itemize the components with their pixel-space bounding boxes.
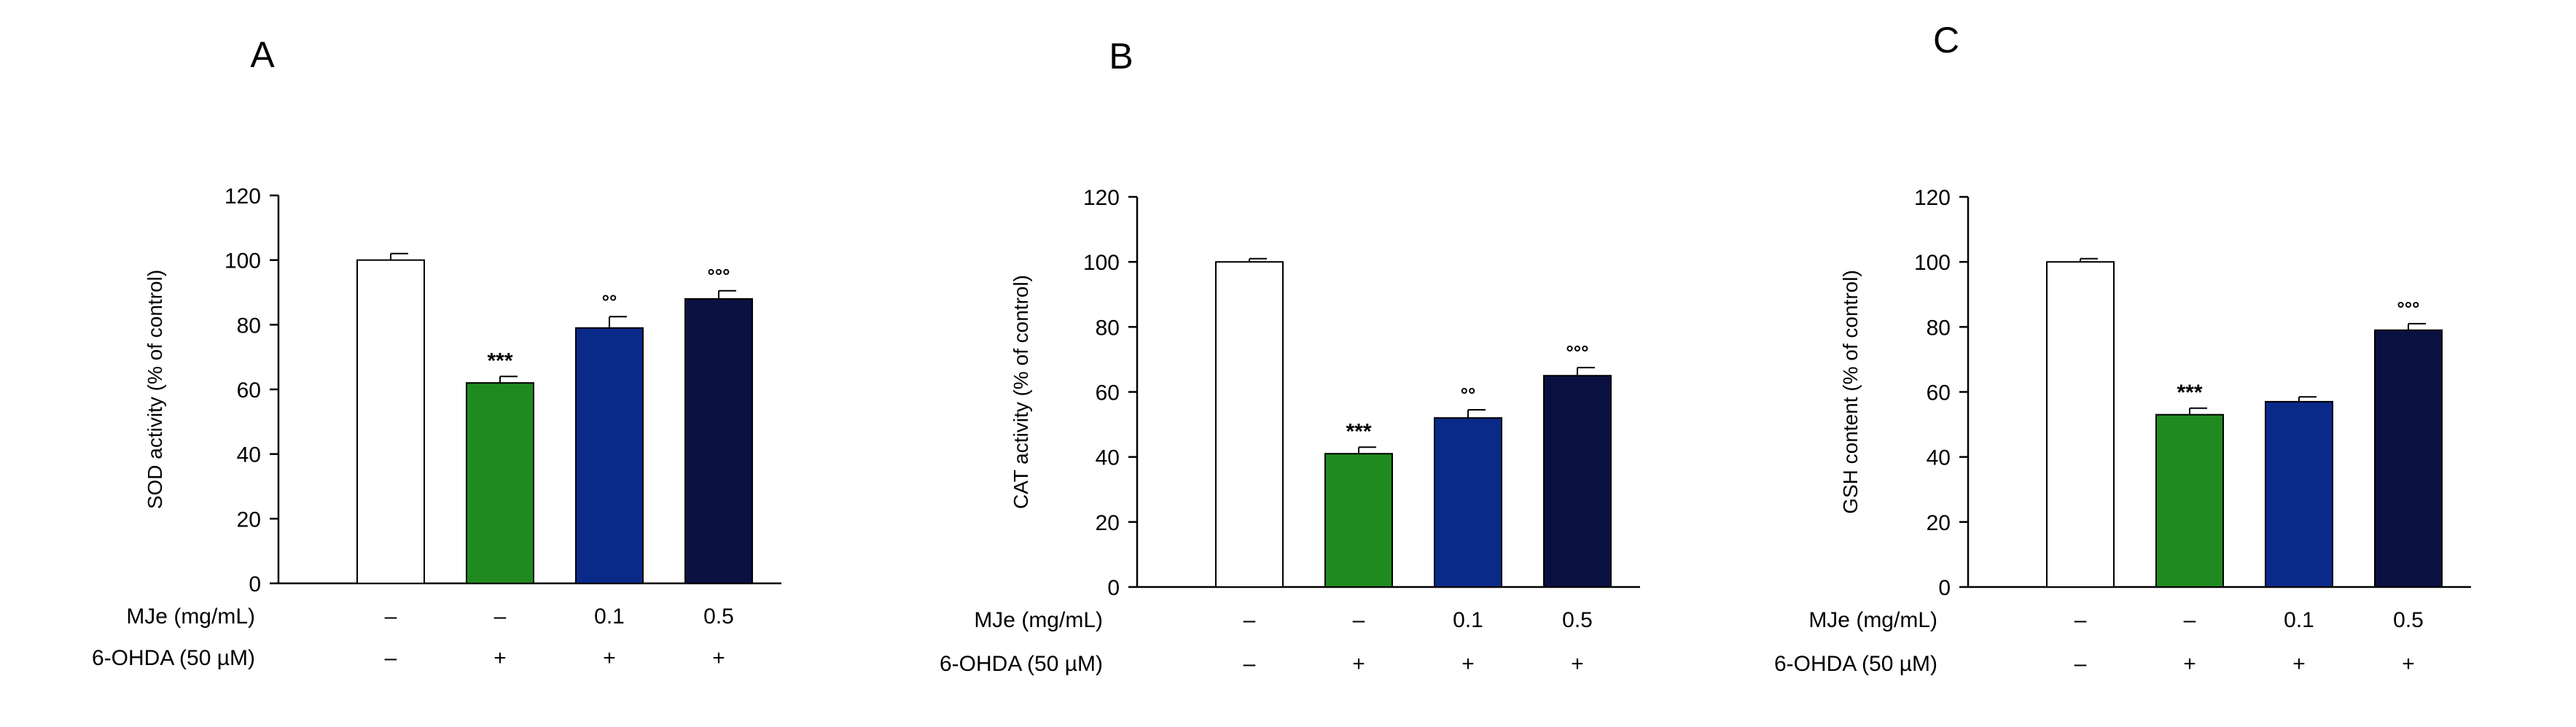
treatment-value: – xyxy=(385,604,397,629)
bar xyxy=(1215,261,1284,588)
y-tick-label: 20 xyxy=(237,508,261,532)
bar xyxy=(2374,329,2443,588)
y-tick-label: 20 xyxy=(1096,511,1120,535)
y-tick-label: 120 xyxy=(1914,186,1951,210)
bar xyxy=(1543,375,1612,588)
y-tick-label: 80 xyxy=(1927,316,1951,340)
y-axis-label: CAT activity (% of control) xyxy=(1010,275,1032,509)
y-tick-label: 60 xyxy=(1927,381,1951,405)
treatment-row-label: 6-OHDA (50 µM) xyxy=(1774,652,1937,676)
treatment-value: 0.5 xyxy=(703,604,734,629)
significance-label: *** xyxy=(487,349,512,373)
y-tick-label: 40 xyxy=(1096,446,1120,470)
treatment-value: 0.5 xyxy=(1562,608,1593,632)
y-tick-label: 80 xyxy=(237,314,261,338)
treatment-value: – xyxy=(1244,608,1256,632)
treatment-value: 0.1 xyxy=(2284,608,2314,632)
treatment-value: + xyxy=(2402,652,2415,676)
panel-letter: C xyxy=(1933,20,1959,61)
panel-letter: B xyxy=(1109,36,1133,77)
significance-label: °°° xyxy=(2397,298,2419,319)
bar xyxy=(2265,400,2333,588)
treatment-value: – xyxy=(2075,608,2087,632)
significance-label: *** xyxy=(2177,381,2202,405)
panel-c: C 0 20 40 60 80 100 120 GSH content (% of contro… xyxy=(1774,20,2471,676)
treatment-value: – xyxy=(2075,652,2087,676)
treatment-value: 0.1 xyxy=(1453,608,1483,632)
y-axis-label: SOD activity (% of control) xyxy=(144,270,166,509)
treatment-value: + xyxy=(2183,652,2196,676)
y-tick-label: 100 xyxy=(1083,251,1120,275)
y-tick-label: 120 xyxy=(1083,186,1120,210)
bar xyxy=(1434,417,1502,588)
treatment-value: + xyxy=(2292,652,2306,676)
y-tick-label: 20 xyxy=(1927,511,1951,535)
panel-a: A 0 20 40 60 80 100 120 SOD activity (% of contr… xyxy=(92,34,781,670)
y-tick-label: 100 xyxy=(1914,251,1951,275)
treatment-row-label: MJe (mg/mL) xyxy=(126,604,255,629)
bar xyxy=(2046,261,2115,588)
treatment-value: + xyxy=(1352,652,1365,676)
treatment-value: + xyxy=(1571,652,1584,676)
y-tick-label: 40 xyxy=(237,443,261,467)
bar xyxy=(575,327,644,584)
treatment-row-label: 6-OHDA (50 µM) xyxy=(92,646,255,670)
bar xyxy=(466,382,534,585)
treatment-value: – xyxy=(1244,652,1256,676)
treatment-row-label: MJe (mg/mL) xyxy=(974,608,1103,632)
treatment-value: 0.1 xyxy=(594,604,625,629)
treatment-value: – xyxy=(1353,608,1365,632)
treatment-value: + xyxy=(1461,652,1475,676)
y-tick-label: 60 xyxy=(1096,381,1120,405)
treatment-row-label: MJe (mg/mL) xyxy=(1808,608,1937,632)
y-tick-label: 0 xyxy=(1107,576,1120,600)
treatment-value: + xyxy=(603,646,616,670)
panel-b: B 0 20 40 60 80 100 120 CAT activity (% of contr… xyxy=(940,36,1640,676)
y-tick-label: 80 xyxy=(1096,316,1120,340)
bar xyxy=(356,259,425,584)
bar xyxy=(2155,413,2224,588)
y-tick-label: 40 xyxy=(1927,446,1951,470)
significance-label: °°° xyxy=(1566,341,1588,363)
treatment-value: – xyxy=(494,604,507,629)
treatment-value: 0.5 xyxy=(2393,608,2424,632)
treatment-value: – xyxy=(2184,608,2196,632)
significance-label: °° xyxy=(602,290,617,312)
bar xyxy=(1324,453,1393,588)
y-tick-label: 100 xyxy=(225,249,261,273)
y-tick-label: 0 xyxy=(249,572,261,596)
significance-label: °° xyxy=(1461,384,1476,405)
treatment-value: + xyxy=(712,646,725,670)
y-tick-label: 60 xyxy=(237,378,261,403)
significance-label: °°° xyxy=(707,265,730,287)
y-tick-label: 0 xyxy=(1938,576,1951,600)
treatment-row-label: 6-OHDA (50 µM) xyxy=(940,652,1103,676)
panel-letter: A xyxy=(250,34,275,75)
treatment-value: + xyxy=(493,646,507,670)
bar xyxy=(684,298,753,584)
significance-label: *** xyxy=(1346,419,1371,443)
y-axis-label: GSH content (% of control) xyxy=(1839,270,1862,514)
y-tick-label: 120 xyxy=(225,184,261,209)
treatment-value: – xyxy=(385,646,397,670)
